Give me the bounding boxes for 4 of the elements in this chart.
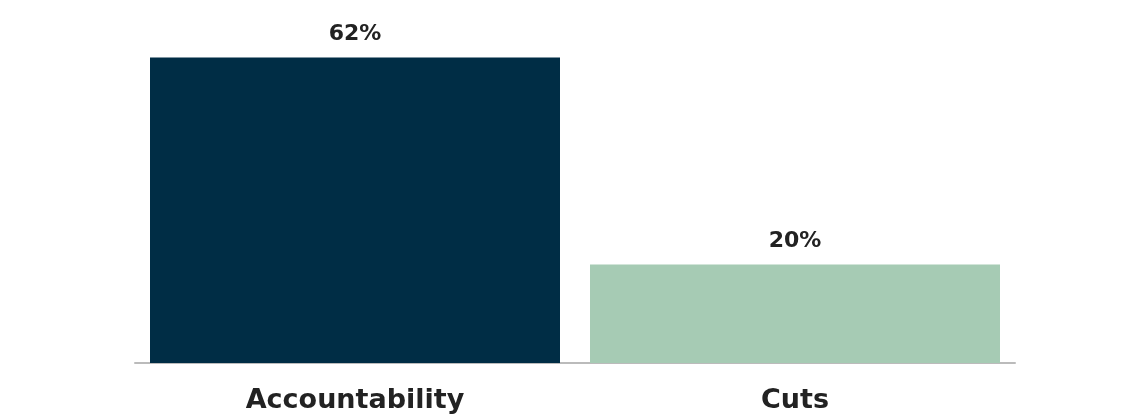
- x-tick-label: Cuts: [760, 383, 830, 414]
- data-label: 62%: [328, 19, 382, 45]
- data-label: 20%: [768, 226, 822, 252]
- x-tick-label: Accountability: [245, 383, 465, 414]
